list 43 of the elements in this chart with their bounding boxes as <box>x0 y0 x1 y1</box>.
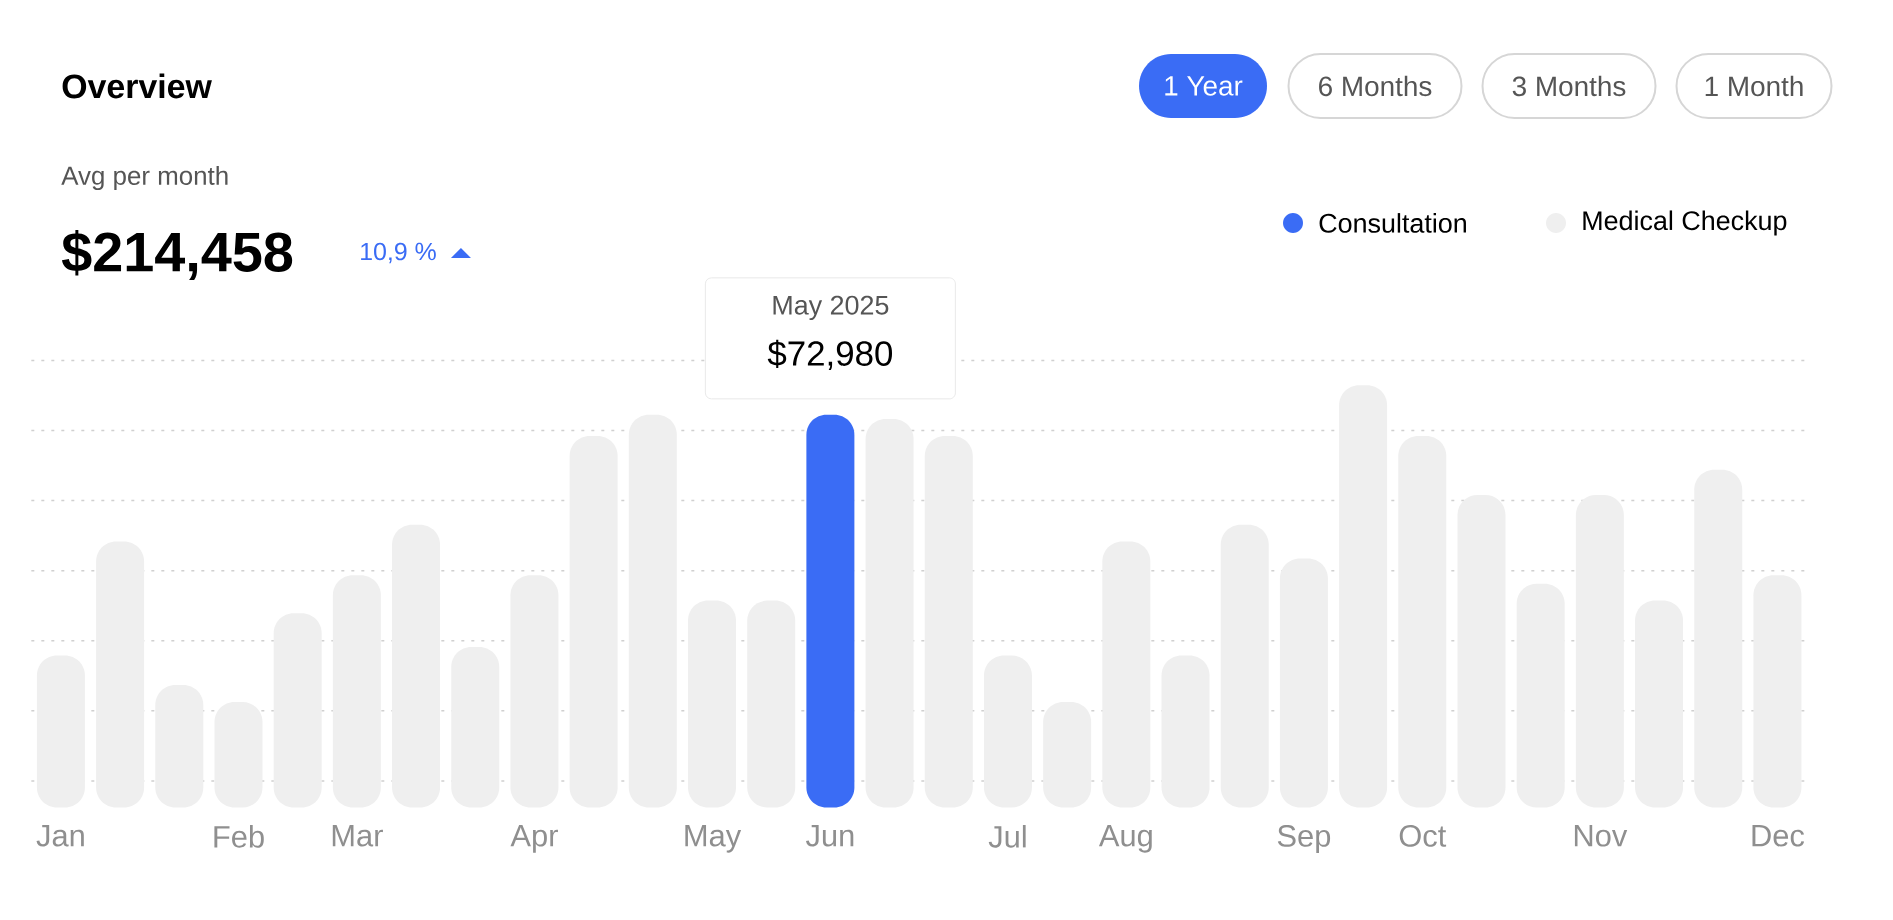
bar <box>273 613 322 808</box>
bar <box>1753 575 1802 808</box>
bar <box>865 419 914 808</box>
x-tick-label: Feb <box>214 824 264 848</box>
x-tick-label: May <box>685 825 742 853</box>
text: 10,9 % <box>361 242 436 264</box>
bar <box>1635 600 1684 808</box>
legend-label: Medical Checkup <box>1583 210 1787 236</box>
x-tick-label: Mar <box>332 825 383 847</box>
x-tick-label: Aug <box>1098 825 1152 853</box>
x-tick-label: Dec <box>1752 825 1805 847</box>
text: $214,458 <box>61 229 293 281</box>
bar <box>155 685 204 808</box>
legend-label: Consultation <box>1319 213 1466 233</box>
text: 1 Month <box>1705 75 1803 97</box>
bar <box>332 575 381 808</box>
bar <box>392 524 441 808</box>
x-tick-label: Jan <box>36 825 84 847</box>
text: $72,980 <box>767 339 893 371</box>
text: 3 Months <box>1512 75 1626 97</box>
bar <box>1694 469 1743 808</box>
bar <box>214 701 263 808</box>
bar <box>1279 558 1328 808</box>
bar <box>983 655 1032 808</box>
x-tick-label: Apr <box>510 825 558 853</box>
bar <box>1457 495 1506 808</box>
x-tick-label: Sep <box>1277 825 1331 853</box>
x-tick-label: Oct <box>1399 825 1447 847</box>
bar <box>1161 655 1210 808</box>
text: Avg per month <box>61 165 228 191</box>
text: 6 Months <box>1319 75 1432 97</box>
bar <box>924 435 973 808</box>
x-tick-label: Jun <box>805 825 854 847</box>
bar <box>1102 541 1151 808</box>
x-tick-label: Jul <box>988 824 1026 848</box>
chart-title: Overview <box>62 73 212 99</box>
x-tick-label: Nov <box>1574 825 1628 847</box>
bar <box>1575 495 1624 808</box>
bar <box>451 647 500 808</box>
bar <box>806 414 855 808</box>
text: 1 Year <box>1165 76 1243 96</box>
text: May 2025 <box>773 295 889 321</box>
bar <box>1043 701 1092 808</box>
